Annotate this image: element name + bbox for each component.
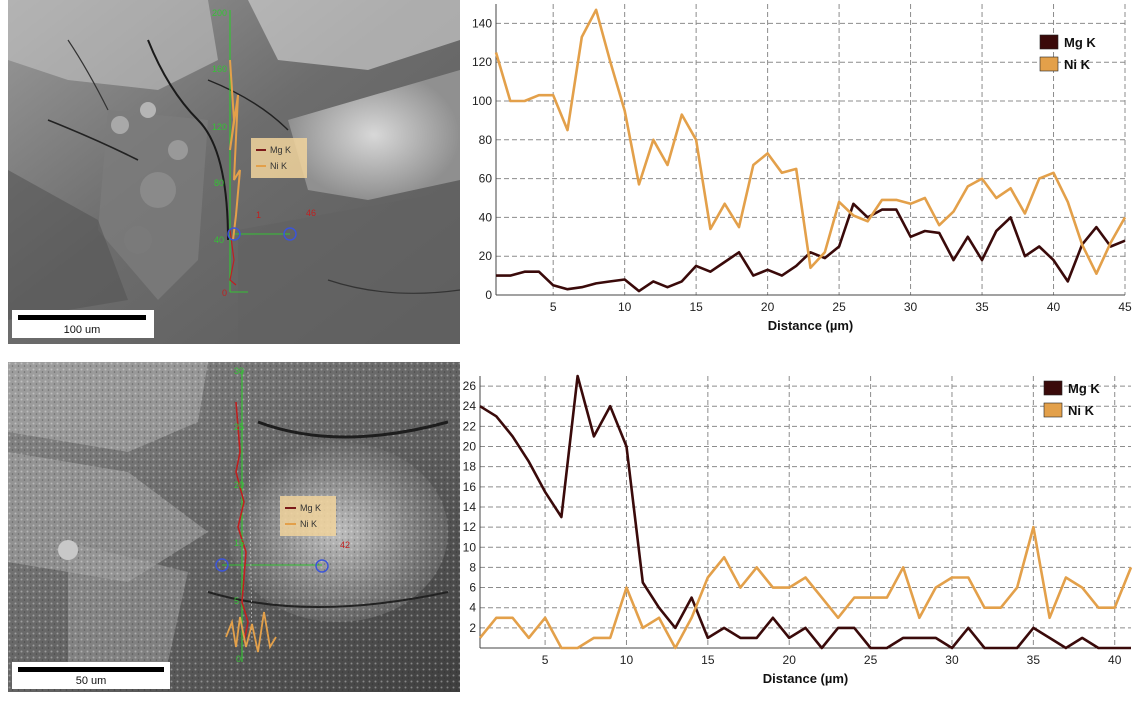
sem-image-bottom-graphic: Mg K Ni K 30 25 20 15 5 0 42 50 um bbox=[8, 362, 460, 692]
y-tick-label: 2 bbox=[469, 621, 476, 635]
y-tick-label: 8 bbox=[469, 560, 476, 574]
scan-start-marker bbox=[215, 558, 229, 572]
y-tick-label: 26 bbox=[463, 379, 477, 393]
scale-bar-top bbox=[18, 315, 146, 320]
line-chart-bottom: 5 10 15 20 25 30 35 40 2 4 6 8 10 12 14 16 18 20 22 24 26 Dis… bbox=[462, 362, 1136, 698]
y-tick-label: 4 bbox=[469, 601, 476, 615]
line-chart-top: 5 10 15 20 25 30 35 40 45 0 20 40 60 80 100 120 140 Dista… bbox=[462, 0, 1136, 345]
overlay-tick: 30 bbox=[234, 366, 244, 376]
y-tick-label: 0 bbox=[485, 288, 492, 302]
y-tick-label: 16 bbox=[463, 480, 477, 494]
overlay-tick: 25 bbox=[234, 422, 244, 432]
legend-label: Ni K bbox=[1064, 57, 1091, 72]
overlay-tick: 20 bbox=[234, 480, 244, 490]
sem-image-top-graphic: Mg K Ni K 200 160 120 80 40 0 1 46 100 u… bbox=[8, 0, 460, 344]
overlay-legend-bottom-mg: Mg K bbox=[300, 503, 321, 513]
point-label: 1 bbox=[256, 210, 261, 220]
overlay-legend-bottom bbox=[280, 496, 336, 536]
x-tick-label: 25 bbox=[864, 653, 878, 667]
y-tick-label: 24 bbox=[463, 399, 477, 413]
sem-image-top: Mg K Ni K 200 160 120 80 40 0 1 46 100 u… bbox=[8, 0, 460, 344]
x-tick-label: 15 bbox=[701, 653, 715, 667]
x-tick-label: 20 bbox=[761, 300, 775, 314]
y-tick-label: 100 bbox=[472, 94, 492, 108]
line-chart-top-svg: 5 10 15 20 25 30 35 40 45 0 20 40 60 80 100 120 140 Dista… bbox=[472, 4, 1132, 333]
scale-bar-box-bottom bbox=[12, 662, 170, 689]
x-tick-label: 35 bbox=[975, 300, 989, 314]
x-axis-title: Distance (µm) bbox=[763, 671, 849, 686]
y-tick-label: 6 bbox=[469, 581, 476, 595]
overlay-tick: 0 bbox=[236, 654, 241, 664]
y-tick-label: 40 bbox=[479, 210, 493, 224]
y-tick-label: 10 bbox=[463, 540, 477, 554]
scan-start-marker bbox=[227, 227, 241, 241]
x-tick-label: 5 bbox=[542, 653, 549, 667]
overlay-tick: 15 bbox=[234, 538, 244, 548]
y-tick-label: 12 bbox=[463, 520, 477, 534]
overlay-tick: 80 bbox=[214, 178, 224, 188]
scale-bar-label-bottom: 50 um bbox=[76, 675, 107, 687]
series-line-ni-k bbox=[494, 8, 1127, 276]
x-axis-title: Distance (µm) bbox=[768, 318, 854, 333]
legend-swatch bbox=[1039, 56, 1059, 72]
overlay-tick: 120 bbox=[212, 122, 227, 132]
scan-end-marker bbox=[315, 559, 329, 573]
legend-label: Mg K bbox=[1068, 381, 1100, 396]
y-tick-label: 14 bbox=[463, 500, 477, 514]
series-line-mg-k bbox=[496, 202, 1126, 293]
x-tick-label: 5 bbox=[550, 300, 557, 314]
y-tick-label: 80 bbox=[479, 133, 493, 147]
point-label: 46 bbox=[306, 208, 316, 218]
x-tick-label: 20 bbox=[783, 653, 797, 667]
y-tick-label: 140 bbox=[472, 16, 492, 30]
x-tick-label: 10 bbox=[618, 300, 632, 314]
overlay-tick: 0 bbox=[222, 288, 227, 298]
y-tick-label: 22 bbox=[463, 419, 477, 433]
overlay-legend-top-ni: Ni K bbox=[270, 161, 287, 171]
y-tick-label: 18 bbox=[463, 460, 477, 474]
x-tick-label: 10 bbox=[620, 653, 634, 667]
overlay-tick: 200 bbox=[212, 8, 227, 18]
y-tick-label: 20 bbox=[479, 249, 493, 263]
y-tick-label: 20 bbox=[463, 440, 477, 454]
x-tick-label: 40 bbox=[1108, 653, 1122, 667]
legend-swatch bbox=[1039, 34, 1059, 50]
x-tick-label: 30 bbox=[904, 300, 918, 314]
legend-swatch bbox=[1043, 380, 1063, 396]
overlay-legend-top-mg: Mg K bbox=[270, 145, 291, 155]
scan-end-marker bbox=[283, 227, 297, 241]
overlay-tick: 5 bbox=[234, 596, 239, 606]
legend-swatch bbox=[1043, 402, 1063, 418]
x-tick-label: 40 bbox=[1047, 300, 1061, 314]
overlay-tick: 160 bbox=[212, 64, 227, 74]
line-chart-bottom-svg: 5 10 15 20 25 30 35 402468101214161820222426Dis… bbox=[463, 374, 1133, 686]
legend-label: Mg K bbox=[1064, 35, 1096, 50]
x-tick-label: 30 bbox=[945, 653, 959, 667]
overlay-legend-top bbox=[251, 138, 307, 178]
x-tick-label: 15 bbox=[689, 300, 703, 314]
scale-bar-bottom bbox=[18, 667, 164, 672]
x-tick-label: 45 bbox=[1118, 300, 1132, 314]
x-tick-label: 35 bbox=[1027, 653, 1041, 667]
y-tick-label: 60 bbox=[479, 172, 493, 186]
scale-bar-box-top bbox=[12, 310, 154, 338]
y-tick-label: 120 bbox=[472, 55, 492, 69]
scale-bar-label-top: 100 um bbox=[64, 324, 101, 336]
legend-label: Ni K bbox=[1068, 403, 1095, 418]
series-line-ni-k bbox=[478, 525, 1133, 650]
overlay-tick: 40 bbox=[214, 235, 224, 245]
point-label: 42 bbox=[340, 540, 350, 550]
sem-image-bottom: Mg K Ni K 30 25 20 15 5 0 42 50 um bbox=[8, 362, 460, 692]
overlay-legend-bottom-ni: Ni K bbox=[300, 519, 317, 529]
x-tick-label: 25 bbox=[832, 300, 846, 314]
series-line-mg-k bbox=[479, 374, 1131, 650]
